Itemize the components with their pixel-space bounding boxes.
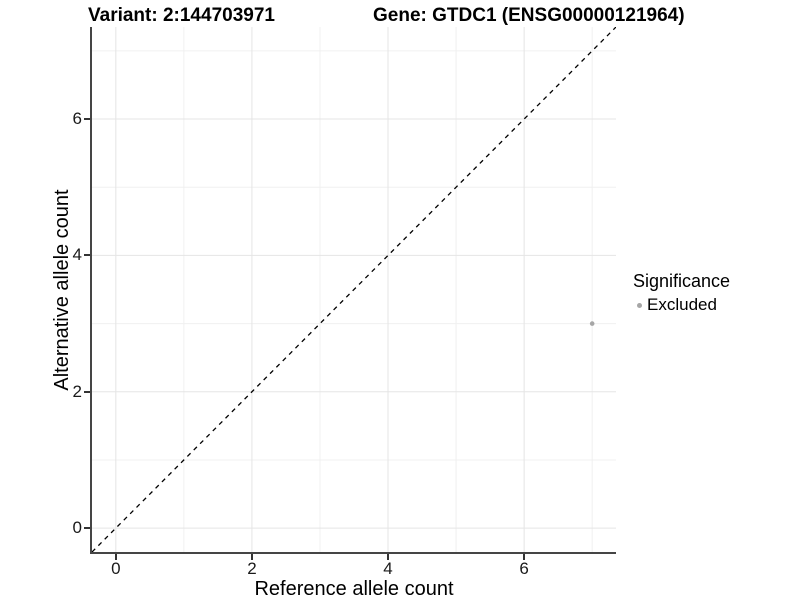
legend: Significance Excluded	[633, 270, 730, 315]
x-tick-mark	[523, 554, 526, 560]
y-tick-label: 0	[72, 518, 82, 538]
x-tick-label: 4	[383, 559, 393, 578]
legend-item-excluded: Excluded	[633, 295, 730, 315]
x-tick-label: 0	[111, 559, 121, 578]
y-tick-mark	[84, 390, 90, 393]
y-tick-mark	[84, 118, 90, 121]
y-tick-label: 6	[72, 109, 82, 129]
plot-canvas	[92, 27, 616, 552]
y-axis-title: Alternative allele count	[51, 189, 73, 391]
plot-title-variant: Variant: 2:144703971	[88, 5, 275, 26]
legend-title: Significance	[633, 271, 731, 291]
x-tick-label: 2	[247, 559, 257, 578]
legend-item-label: Excluded	[647, 295, 717, 314]
x-tick-label: 6	[519, 559, 529, 578]
y-tick-mark	[84, 254, 90, 257]
y-tick-label: 2	[72, 381, 82, 401]
excluded-point-icon	[637, 302, 642, 308]
plot-panel	[90, 27, 616, 554]
identity-reference-line	[92, 27, 616, 552]
x-tick-mark	[387, 554, 390, 560]
data-point	[589, 321, 595, 326]
x-axis-title: Reference allele count	[254, 578, 454, 600]
x-tick-mark	[250, 554, 253, 560]
y-tick-mark	[84, 527, 90, 530]
plot-title-gene: Gene: GTDC1 (ENSG00000121964)	[373, 5, 685, 26]
y-tick-label: 4	[72, 245, 82, 265]
x-tick-mark	[114, 554, 117, 560]
